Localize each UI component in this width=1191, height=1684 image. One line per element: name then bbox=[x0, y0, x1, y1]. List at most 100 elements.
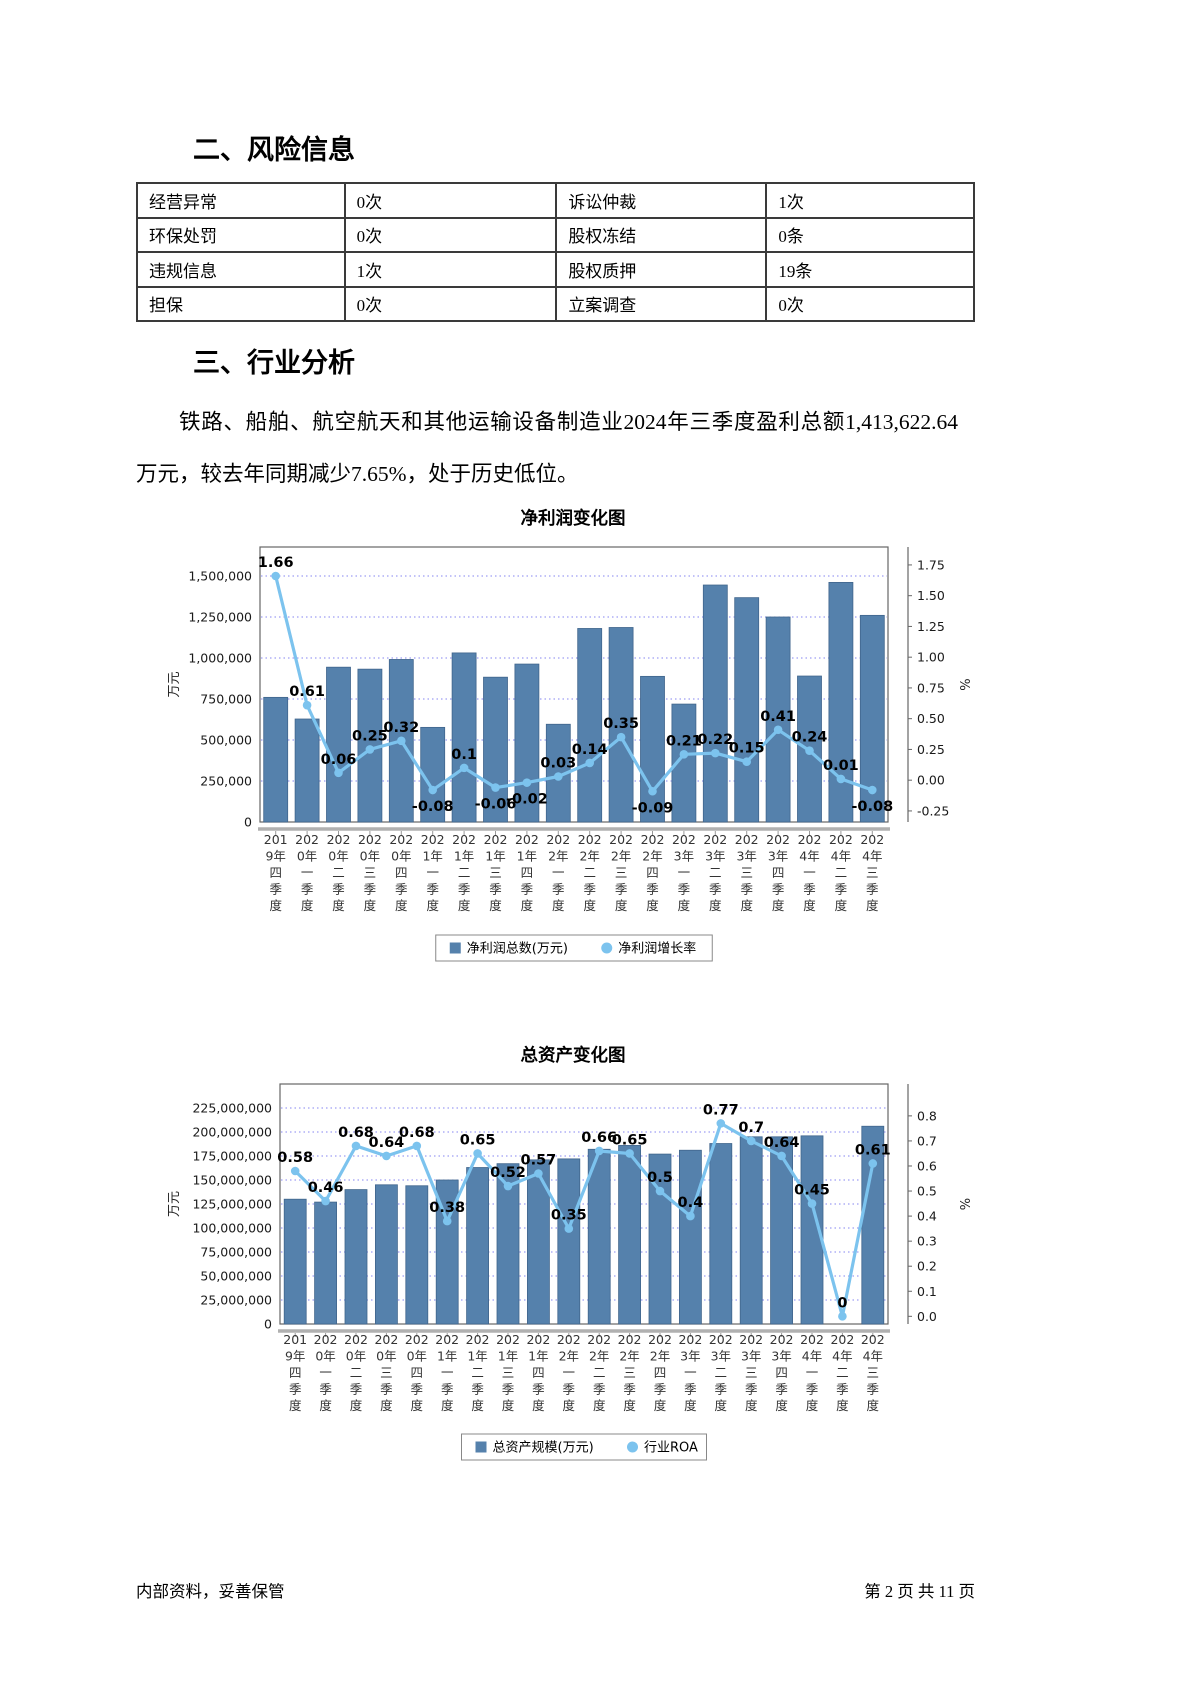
category-label: 四 bbox=[654, 1365, 667, 1380]
category-label: 202 bbox=[546, 832, 570, 847]
category-label: 度 bbox=[715, 1398, 728, 1413]
right-axis-tick: 0.75 bbox=[917, 680, 945, 695]
section-heading-industry: 三、行业分析 bbox=[193, 348, 355, 378]
right-axis-tick: 0.6 bbox=[917, 1158, 937, 1173]
data-label: 0.01 bbox=[823, 758, 859, 774]
category-label: 季 bbox=[269, 882, 282, 897]
line-point bbox=[334, 768, 343, 778]
risk-label-cell: 环保处罚 bbox=[136, 216, 346, 253]
data-label: 0.38 bbox=[429, 1200, 465, 1216]
right-axis-tick: 1.50 bbox=[917, 588, 945, 603]
net-profit-chart-title: 净利润变化图 bbox=[520, 508, 626, 528]
data-label: 0.64 bbox=[764, 1135, 800, 1151]
category-label: 一 bbox=[684, 1365, 697, 1380]
left-axis-tick: 75,000,000 bbox=[200, 1245, 272, 1260]
line-point bbox=[290, 1166, 300, 1176]
bar bbox=[587, 1148, 611, 1325]
risk-label-cell: 经营异常 bbox=[136, 182, 346, 219]
left-axis-title: 万元 bbox=[168, 671, 182, 697]
risk-value-cell: 0次 bbox=[343, 182, 558, 219]
data-label: 0.24 bbox=[792, 730, 828, 746]
data-label: 0.66 bbox=[581, 1130, 617, 1146]
category-label: 202 bbox=[703, 832, 727, 847]
category-label: 季 bbox=[532, 1382, 545, 1397]
category-label: 一 bbox=[803, 865, 816, 880]
category-label: 四 bbox=[289, 1365, 302, 1380]
category-label: 季 bbox=[646, 882, 659, 897]
category-label: 度 bbox=[380, 1398, 393, 1413]
category-label: 一 bbox=[426, 865, 439, 880]
category-label: 202 bbox=[314, 1332, 338, 1347]
category-label: 度 bbox=[593, 1398, 606, 1413]
table-row: 违规信息 1次 股权质押 19条 bbox=[136, 251, 975, 288]
left-axis-tick: 500,000 bbox=[200, 733, 252, 748]
left-axis-tick: 0 bbox=[244, 815, 252, 830]
line-point bbox=[321, 1196, 330, 1206]
category-label: 202 bbox=[327, 832, 351, 847]
category-label: 201 bbox=[283, 1332, 307, 1347]
category-label: 度 bbox=[684, 1398, 697, 1413]
category-label: 季 bbox=[289, 1382, 302, 1397]
category-label: 度 bbox=[364, 898, 377, 913]
line-point bbox=[807, 1199, 817, 1208]
category-label: 二 bbox=[332, 865, 345, 880]
data-label: 0.65 bbox=[612, 1132, 648, 1148]
right-axis-tick: 0.2 bbox=[917, 1259, 937, 1274]
category-label: 202 bbox=[496, 1332, 520, 1347]
category-label: 1年 bbox=[454, 849, 474, 864]
risk-label-cell: 诉讼仲裁 bbox=[555, 182, 768, 219]
category-label: 3年 bbox=[741, 1349, 761, 1364]
category-label: 度 bbox=[441, 1398, 454, 1413]
category-label: 四 bbox=[775, 1365, 788, 1380]
category-label: 2年 bbox=[650, 1349, 670, 1364]
category-label: 3年 bbox=[736, 849, 756, 864]
category-label: 季 bbox=[350, 1382, 363, 1397]
data-label: 0.65 bbox=[460, 1132, 496, 1148]
data-label: 0.46 bbox=[308, 1180, 344, 1196]
category-label: 202 bbox=[435, 1332, 459, 1347]
category-label: 三 bbox=[380, 1365, 393, 1380]
line-point bbox=[711, 748, 720, 758]
line-point bbox=[805, 746, 814, 755]
category-label: 季 bbox=[803, 882, 816, 897]
category-label: 季 bbox=[709, 882, 722, 897]
right-axis-tick: 0.50 bbox=[917, 711, 945, 726]
bar bbox=[374, 1184, 398, 1325]
right-axis-tick: 1.00 bbox=[917, 650, 945, 665]
category-label: 度 bbox=[867, 1398, 880, 1413]
data-label: 1.66 bbox=[258, 555, 294, 571]
category-label: 度 bbox=[709, 898, 722, 913]
category-label: 4年 bbox=[862, 849, 882, 864]
data-label: 0.32 bbox=[383, 720, 419, 736]
data-label: 0.41 bbox=[760, 709, 796, 725]
category-label: 度 bbox=[269, 898, 282, 913]
risk-value-cell: 0次 bbox=[765, 285, 975, 322]
category-label: 度 bbox=[521, 898, 534, 913]
category-label: 1年 bbox=[528, 1349, 548, 1364]
line-point bbox=[302, 700, 312, 710]
category-label: 二 bbox=[709, 865, 722, 880]
category-label: 0年 bbox=[328, 849, 348, 864]
category-label: 3年 bbox=[705, 849, 725, 864]
category-label: 季 bbox=[364, 882, 377, 897]
category-label: 2年 bbox=[559, 1349, 579, 1364]
risk-value-cell: 1次 bbox=[765, 182, 975, 219]
category-label: 1年 bbox=[467, 1349, 487, 1364]
category-label: 202 bbox=[739, 1332, 763, 1347]
category-label: 202 bbox=[358, 832, 382, 847]
category-label: 202 bbox=[421, 832, 445, 847]
category-label: 季 bbox=[678, 882, 691, 897]
bar bbox=[709, 1143, 733, 1325]
category-label: 2年 bbox=[619, 1349, 639, 1364]
category-label: 度 bbox=[319, 1398, 332, 1413]
bar bbox=[800, 1135, 824, 1325]
category-label: 季 bbox=[301, 882, 314, 897]
category-label: 202 bbox=[800, 1332, 824, 1347]
line-point bbox=[442, 1216, 452, 1226]
risk-value-cell: 0次 bbox=[343, 216, 558, 253]
category-label: 季 bbox=[319, 1382, 332, 1397]
line-series bbox=[294, 1121, 875, 1318]
category-label: 季 bbox=[715, 1382, 728, 1397]
category-label: 0年 bbox=[346, 1349, 366, 1364]
category-label: 二 bbox=[471, 1365, 484, 1380]
